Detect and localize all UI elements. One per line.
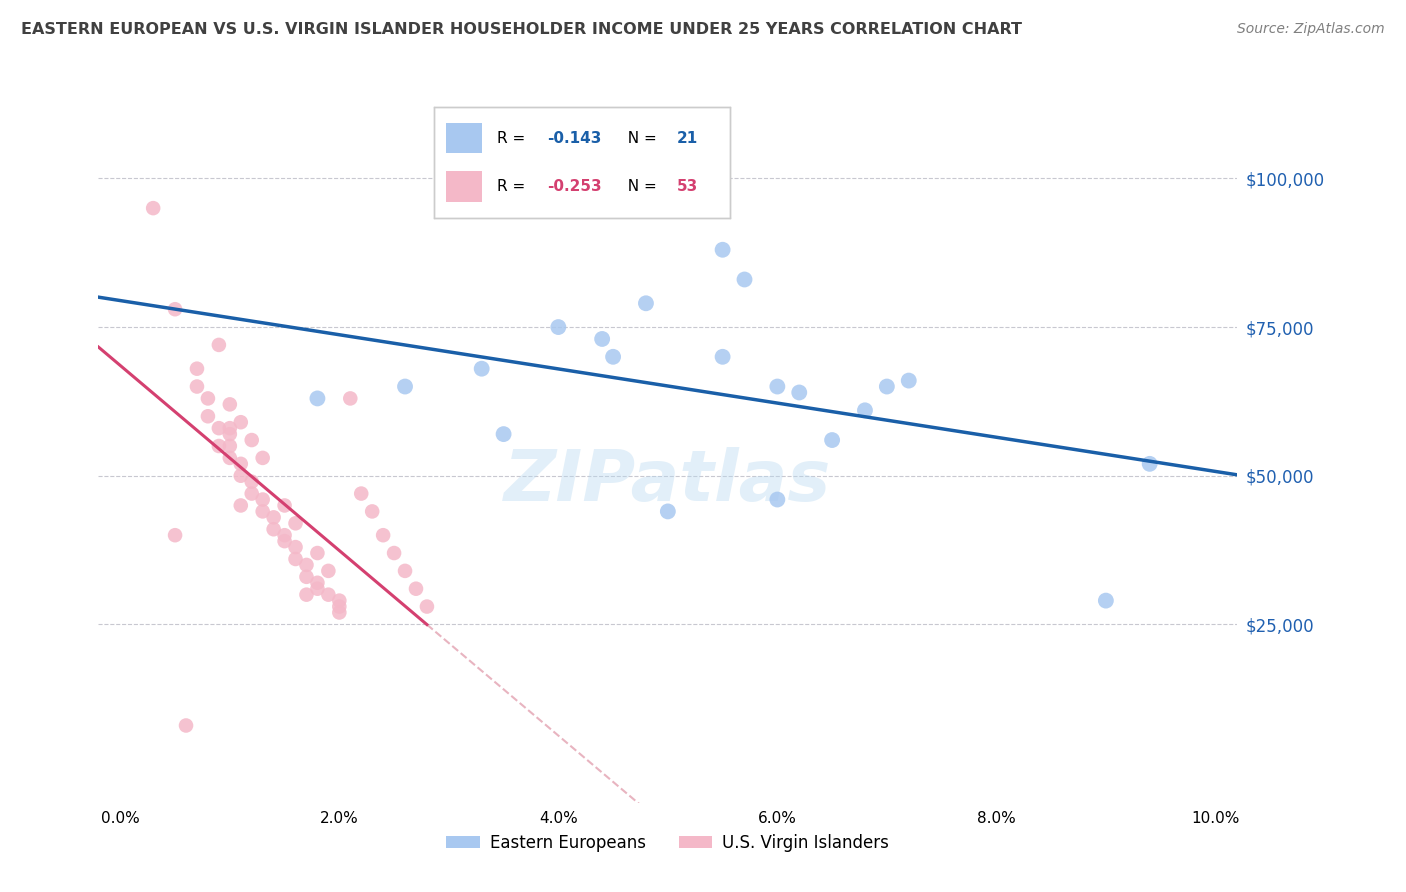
Point — [218, 421, 240, 435]
Point — [208, 338, 231, 352]
Point — [307, 582, 329, 596]
Point — [229, 499, 252, 513]
Point — [328, 599, 350, 614]
Point — [240, 433, 263, 447]
Point — [318, 564, 340, 578]
Point — [252, 492, 274, 507]
Point — [821, 433, 844, 447]
Point — [197, 409, 219, 424]
Point — [218, 427, 240, 442]
Text: Source: ZipAtlas.com: Source: ZipAtlas.com — [1237, 22, 1385, 37]
Point — [240, 475, 263, 489]
Point — [273, 528, 295, 542]
Point — [339, 392, 361, 406]
Point — [218, 450, 240, 465]
Point — [273, 534, 295, 549]
Point — [897, 374, 920, 388]
Point — [371, 528, 394, 542]
Point — [711, 243, 734, 257]
Text: EASTERN EUROPEAN VS U.S. VIRGIN ISLANDER HOUSEHOLDER INCOME UNDER 25 YEARS CORRE: EASTERN EUROPEAN VS U.S. VIRGIN ISLANDER… — [21, 22, 1022, 37]
Point — [591, 332, 613, 346]
Point — [295, 558, 318, 572]
Point — [307, 546, 329, 560]
Text: ZIPatlas: ZIPatlas — [505, 447, 831, 516]
Point — [218, 397, 240, 411]
Point — [263, 522, 285, 536]
Point — [284, 552, 307, 566]
Point — [186, 361, 208, 376]
Point — [787, 385, 810, 400]
Point — [263, 510, 285, 524]
Point — [307, 392, 329, 406]
Point — [229, 415, 252, 429]
Point — [174, 718, 197, 732]
Point — [734, 272, 756, 286]
Point — [229, 457, 252, 471]
Point — [766, 379, 789, 393]
Point — [208, 421, 231, 435]
Point — [328, 606, 350, 620]
Point — [165, 528, 187, 542]
Point — [142, 201, 165, 215]
Point — [165, 302, 187, 317]
Point — [711, 350, 734, 364]
Point — [186, 379, 208, 393]
Point — [208, 439, 231, 453]
Point — [634, 296, 657, 310]
Point — [876, 379, 898, 393]
Point — [218, 439, 240, 453]
Point — [382, 546, 405, 560]
Point — [547, 320, 569, 334]
Point — [252, 450, 274, 465]
Point — [318, 588, 340, 602]
Point — [394, 379, 416, 393]
Point — [328, 593, 350, 607]
Point — [273, 499, 295, 513]
Point — [1139, 457, 1161, 471]
Point — [197, 392, 219, 406]
Point — [361, 504, 384, 518]
Point — [284, 540, 307, 554]
Point — [295, 588, 318, 602]
Point — [766, 492, 789, 507]
Point — [350, 486, 373, 500]
Point — [394, 564, 416, 578]
Point — [416, 599, 439, 614]
Point — [307, 575, 329, 590]
Point — [853, 403, 876, 417]
Point — [295, 570, 318, 584]
Point — [471, 361, 494, 376]
Point — [229, 468, 252, 483]
Legend: Eastern Europeans, U.S. Virgin Islanders: Eastern Europeans, U.S. Virgin Islanders — [440, 828, 896, 859]
Point — [1095, 593, 1118, 607]
Point — [657, 504, 679, 518]
Point — [252, 504, 274, 518]
Point — [284, 516, 307, 531]
Point — [602, 350, 624, 364]
Point — [492, 427, 515, 442]
Point — [405, 582, 427, 596]
Point — [240, 486, 263, 500]
